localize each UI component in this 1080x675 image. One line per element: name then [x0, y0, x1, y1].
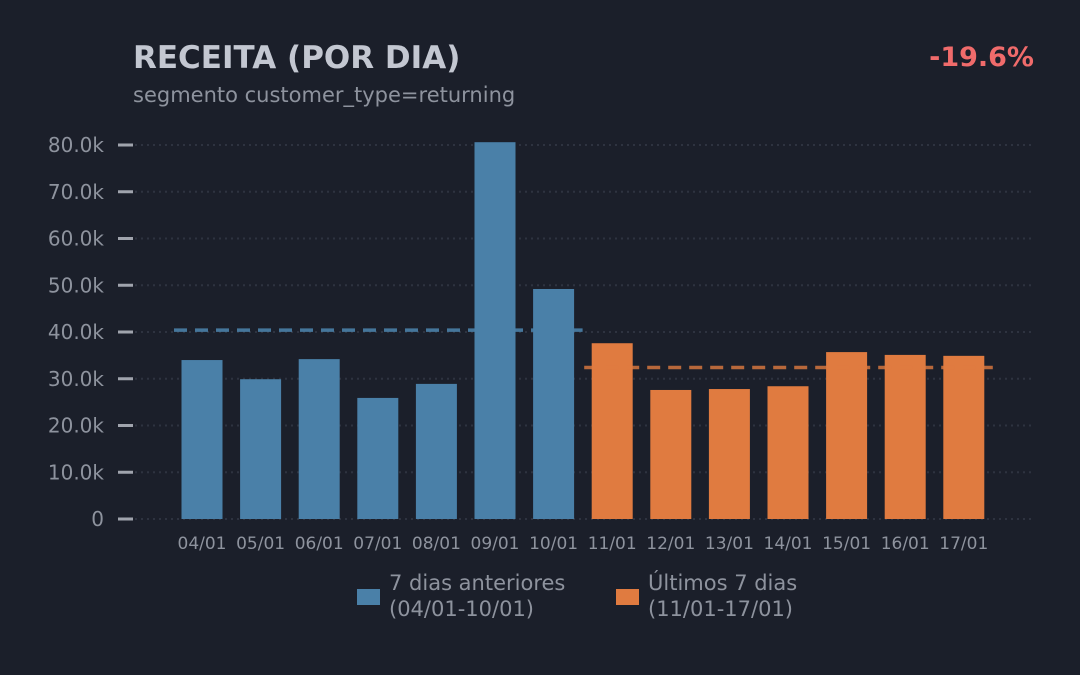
legend-label: Últimos 7 dias [648, 571, 798, 595]
x-tick-label: 11/01 [588, 534, 637, 554]
bar-12/01 [650, 389, 692, 519]
x-tick-label: 15/01 [822, 534, 871, 554]
x-tick-label: 05/01 [236, 534, 285, 554]
bar-04/01 [181, 360, 223, 519]
x-tick-label: 04/01 [178, 534, 227, 554]
legend-label-range: (11/01-17/01) [648, 597, 794, 621]
chart-title: RECEITA (POR DIA) [133, 40, 461, 76]
chart-subtitle: segmento customer_type=returning [133, 83, 516, 107]
y-tick-label: 20.0k [48, 414, 105, 438]
x-tick-label: 10/01 [529, 534, 578, 554]
bar-17/01 [943, 355, 985, 519]
y-tick-label: 40.0k [48, 320, 105, 344]
x-tick-label: 07/01 [353, 534, 402, 554]
y-tick-label: 80.0k [48, 133, 105, 157]
y-tick-label: 0 [91, 507, 104, 531]
legend-swatch-previous [357, 589, 380, 605]
y-tick-label: 70.0k [48, 180, 105, 204]
bar-06/01 [298, 359, 340, 519]
bar-14/01 [767, 386, 809, 519]
x-tick-label: 06/01 [295, 534, 344, 554]
x-tick-label: 08/01 [412, 534, 461, 554]
y-tick-label: 30.0k [48, 367, 105, 391]
bar-11/01 [591, 343, 633, 519]
bar-15/01 [826, 352, 868, 519]
legend-label: 7 dias anteriores [389, 571, 566, 595]
change-percentage: -19.6% [929, 42, 1034, 73]
legend-label-range: (04/01-10/01) [389, 597, 535, 621]
bar-07/01 [357, 397, 399, 519]
y-tick-label: 10.0k [48, 460, 105, 484]
legend-swatch-last [616, 589, 639, 605]
bar-05/01 [240, 379, 282, 519]
bar-13/01 [708, 389, 750, 519]
x-tick-label: 09/01 [471, 534, 520, 554]
x-tick-label: 17/01 [939, 534, 988, 554]
legend-item-last: Últimos 7 dias (11/01-17/01) [616, 570, 797, 622]
bar-08/01 [415, 383, 457, 519]
bar-16/01 [884, 354, 926, 519]
x-tick-label: 16/01 [881, 534, 930, 554]
bar-10/01 [533, 288, 575, 519]
x-tick-label: 12/01 [646, 534, 695, 554]
x-tick-label: 13/01 [705, 534, 754, 554]
x-tick-label: 14/01 [764, 534, 813, 554]
y-tick-label: 50.0k [48, 273, 105, 297]
legend-item-previous: 7 dias anteriores (04/01-10/01) [357, 570, 565, 622]
y-tick-label: 60.0k [48, 227, 105, 251]
